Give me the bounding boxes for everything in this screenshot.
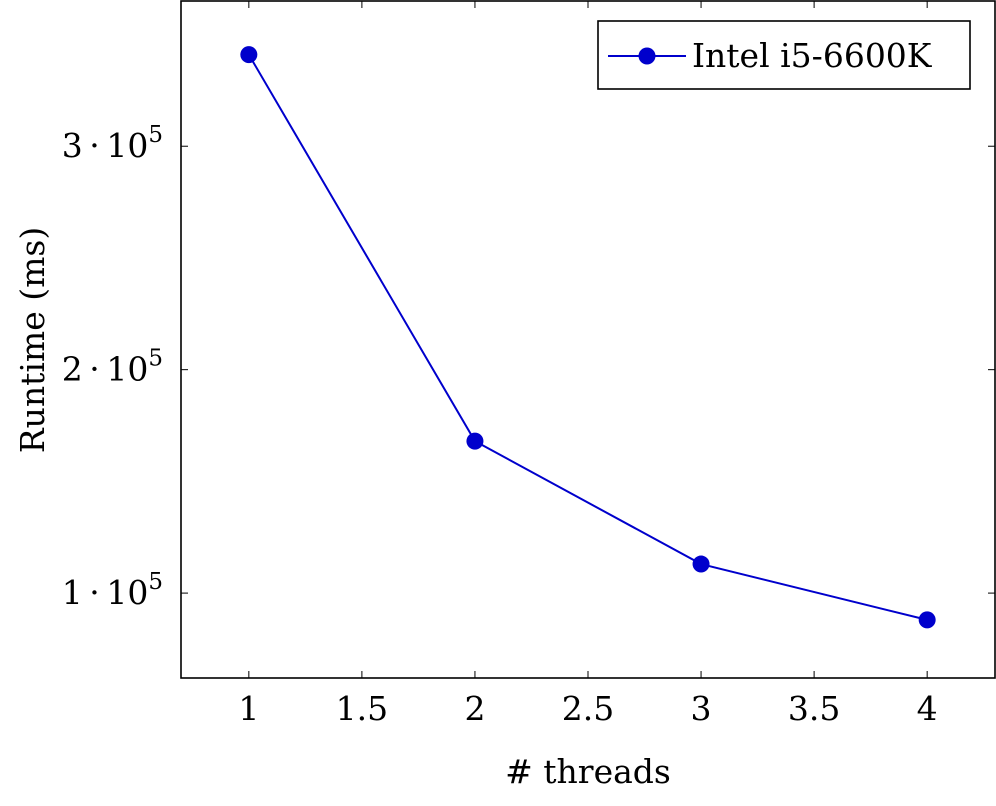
data-point [692,555,710,573]
y-axis-label: Runtime (ms) [13,227,52,453]
x-tick-label: 2 [464,689,485,728]
x-axis-ticks: 1 1.5 2 2.5 3 3.5 4 [238,1,938,728]
x-axis-label: # threads [505,752,671,791]
y-tick-label: 3 · 105 [62,122,163,165]
data-point [918,611,936,629]
y-tick-mantissa: 1 [62,573,83,612]
y-tick-times: · 10 [83,573,149,612]
x-tick-label: 1.5 [336,689,388,728]
x-tick-label: 3.5 [788,689,840,728]
y-tick-times: · 10 [83,350,149,389]
legend: Intel i5-6600K [597,20,971,90]
data-point [466,432,484,450]
y-tick-mantissa: 2 [62,350,83,389]
y-tick-label: 1 · 105 [62,569,163,612]
y-tick-times: · 10 [83,126,149,165]
x-tick-label: 1 [238,689,259,728]
series-layer [240,46,936,629]
y-tick-exponent: 5 [148,122,163,148]
x-tick-label: 2.5 [562,689,614,728]
y-tick-label: 2 · 105 [62,346,163,389]
legend-series-label: Intel i5-6600K [692,36,933,75]
y-tick-exponent: 5 [148,569,163,595]
legend-series-marker [638,47,656,65]
x-tick-label: 4 [917,689,938,728]
y-tick-mantissa: 3 [62,126,83,165]
data-point [240,46,258,64]
plot-frame [180,0,996,679]
x-tick-label: 3 [691,689,712,728]
series-line [247,54,928,621]
y-tick-exponent: 5 [148,346,163,372]
